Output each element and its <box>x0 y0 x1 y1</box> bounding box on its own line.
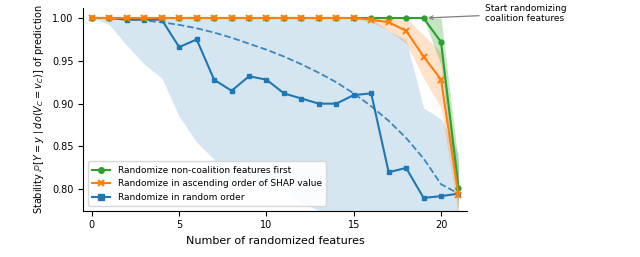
Text: Start randomizing
coalition features: Start randomizing coalition features <box>429 4 566 23</box>
Legend: Randomize non-coalition features first, Randomize in ascending order of SHAP val: Randomize non-coalition features first, … <box>88 161 326 206</box>
Y-axis label: Stability $\mathbb{P}[Y = y \mid do(V_C = v_C)]$ of prediction: Stability $\mathbb{P}[Y = y \mid do(V_C … <box>33 4 47 214</box>
X-axis label: Number of randomized features: Number of randomized features <box>186 236 365 246</box>
